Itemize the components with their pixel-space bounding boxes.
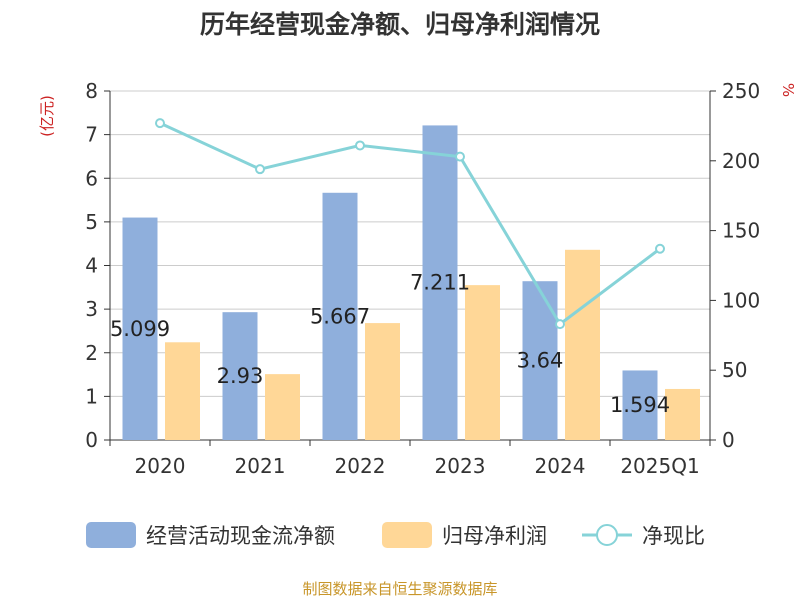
bar-profit <box>565 249 600 440</box>
ratio-point <box>655 243 665 254</box>
left-tick-label: 8 <box>85 79 98 103</box>
right-tick-label: 250 <box>722 79 760 103</box>
right-tick-label: 50 <box>722 358 747 382</box>
bar-profit <box>165 342 200 440</box>
bar-cashflow <box>122 217 158 440</box>
data-label-cashflow: 5.667 <box>310 304 370 328</box>
x-tick-label: 2021 <box>235 454 286 478</box>
x-tick-label: 2022 <box>335 454 386 478</box>
data-label-cashflow: 7.211 <box>410 271 470 295</box>
left-tick-label: 2 <box>85 341 98 365</box>
x-tick-label: 2025Q1 <box>620 454 699 478</box>
legend-label: 净现比 <box>642 524 705 548</box>
axes: 0 1 2 3 4 5 6 7 8 0 50 100 150 200 250 2020 2021 2022 2023… <box>38 79 797 478</box>
data-label-cashflow: 1.594 <box>610 393 670 417</box>
ratio-point <box>455 151 465 162</box>
legend-label: 经营活动现金流净额 <box>146 524 335 548</box>
legend[interactable]: 经营活动现金流净额 归母净利润 净现比 <box>86 522 705 548</box>
left-tick-label: 6 <box>85 166 98 190</box>
ratio-point <box>155 118 165 129</box>
ratio-point <box>255 164 265 175</box>
left-tick-label: 1 <box>85 384 98 408</box>
bar-profit <box>365 323 400 440</box>
source-note: 制图数据来自恒生聚源数据库 <box>302 580 498 598</box>
ratio-point <box>555 319 565 330</box>
right-tick-label: 0 <box>722 428 735 452</box>
bar-profit <box>465 285 500 440</box>
bar-profit <box>265 374 300 440</box>
left-tick-label: 5 <box>85 210 98 234</box>
legend-marker <box>596 524 618 546</box>
x-tick-label: 2023 <box>435 454 486 478</box>
grid-lines <box>110 90 710 397</box>
data-label-cashflow: 3.64 <box>517 349 564 373</box>
right-tick-label: 200 <box>722 149 760 173</box>
legend-swatch <box>86 522 136 548</box>
bar-cashflow <box>622 370 658 440</box>
bars <box>122 125 700 440</box>
left-tick-label: 0 <box>85 428 98 452</box>
bar-cashflow <box>222 312 258 440</box>
ratio-line <box>155 118 665 330</box>
data-label-cashflow: 2.93 <box>217 364 264 388</box>
left-tick-label: 3 <box>85 297 98 321</box>
ratio-point <box>355 140 365 151</box>
x-tick-label: 2024 <box>535 454 586 478</box>
bar-cashflow <box>322 192 358 440</box>
y-right-label: % <box>779 83 797 97</box>
legend-label: 归母净利润 <box>442 524 547 548</box>
bar-cashflow <box>422 125 458 440</box>
x-tick-label: 2020 <box>135 454 186 478</box>
legend-swatch <box>382 522 432 548</box>
y-left-label: (亿元) <box>38 95 56 137</box>
bar-profit <box>665 388 700 440</box>
ratio-line-path <box>159 121 661 327</box>
left-tick-label: 7 <box>85 123 98 147</box>
data-label-cashflow: 5.099 <box>110 317 170 341</box>
data-labels: 5.099 2.93 5.667 7.211 3.64 1.594 <box>110 271 670 418</box>
right-tick-label: 100 <box>722 288 760 312</box>
right-tick-label: 150 <box>722 219 760 243</box>
chart-title: 历年经营现金净额、归母净利润情况 <box>200 10 600 39</box>
left-tick-label: 4 <box>85 254 98 278</box>
